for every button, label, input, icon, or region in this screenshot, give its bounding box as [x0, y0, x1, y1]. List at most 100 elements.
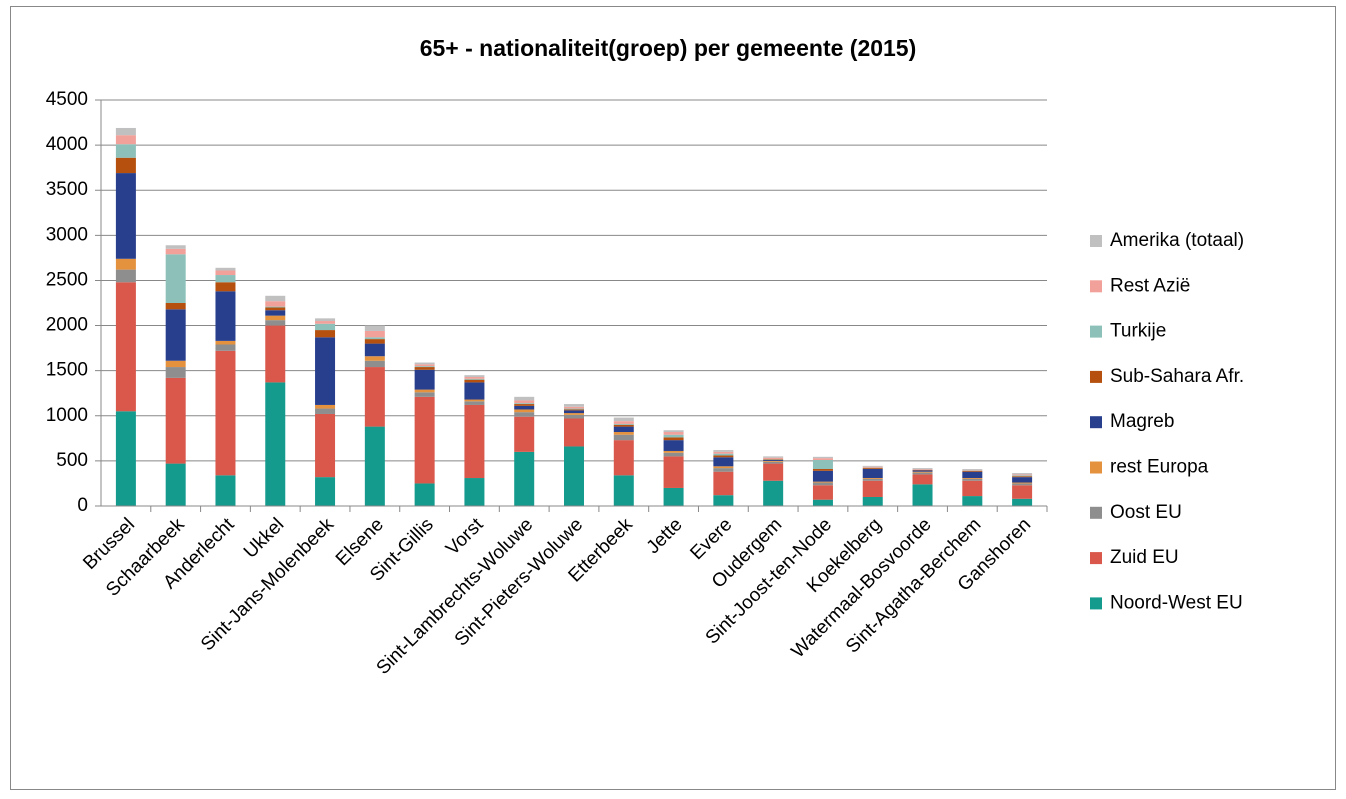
- bar-segment: [564, 407, 584, 409]
- chart-title: 65+ - nationaliteit(groep) per gemeente …: [420, 35, 917, 61]
- bar-segment: [664, 435, 684, 438]
- bar-segment: [713, 454, 733, 456]
- bar-segment: [116, 411, 136, 506]
- bar-segment: [664, 456, 684, 488]
- bar-segment: [464, 401, 484, 405]
- bar-segment: [365, 427, 385, 506]
- bar-segment: [664, 432, 684, 435]
- y-tick-label: 4500: [46, 89, 88, 110]
- bar-segment: [863, 481, 883, 497]
- bar-segment: [614, 418, 634, 422]
- bar-segment: [415, 367, 435, 370]
- bar-segment: [464, 380, 484, 383]
- bar-segment: [365, 356, 385, 361]
- bar-segment: [514, 400, 534, 403]
- bar-segment: [664, 451, 684, 453]
- legend-label: Turkije: [1110, 321, 1166, 342]
- bar-segment: [1012, 483, 1032, 484]
- bar-segment: [813, 483, 833, 486]
- bar-segment: [215, 345, 235, 351]
- bar-segment: [713, 495, 733, 506]
- bar-segment: [813, 500, 833, 506]
- bar-segment: [365, 339, 385, 344]
- bar-segment: [713, 468, 733, 472]
- bar-segment: [365, 367, 385, 427]
- bar-segment: [365, 344, 385, 357]
- bar-segment: [265, 316, 285, 321]
- bar-segment: [1012, 485, 1032, 499]
- bar-segment: [166, 361, 186, 367]
- bar-segment: [813, 485, 833, 499]
- bar-segment: [962, 481, 982, 496]
- bar-segment: [116, 135, 136, 144]
- bar-segment: [763, 460, 783, 461]
- bar-segment: [315, 321, 335, 324]
- bar-segment: [514, 417, 534, 452]
- legend-swatch: [1090, 280, 1102, 292]
- bar-segment: [913, 473, 933, 475]
- bar-segment: [166, 254, 186, 303]
- bar-segment: [215, 475, 235, 506]
- bar-segment: [415, 397, 435, 484]
- bar-segment: [863, 469, 883, 478]
- bar-segment: [962, 469, 982, 470]
- y-tick-label: 3500: [46, 179, 88, 200]
- bar-segment: [464, 478, 484, 506]
- bar-segment: [1012, 474, 1032, 475]
- bar-segment: [813, 460, 833, 469]
- bar-segment: [1012, 476, 1032, 477]
- bar-segment: [813, 482, 833, 483]
- bar-segment: [913, 472, 933, 473]
- bar-segment: [1012, 473, 1032, 474]
- bar-segment: [166, 249, 186, 254]
- bar-segment: [564, 418, 584, 446]
- bar-segment: [215, 275, 235, 282]
- bar-segment: [464, 400, 484, 402]
- bar-segment: [415, 364, 435, 366]
- legend-label: Amerika (totaal): [1110, 230, 1244, 251]
- bar-segment: [1012, 475, 1032, 476]
- bar-segment: [614, 421, 634, 424]
- bar-segment: [913, 474, 933, 484]
- bar-segment: [265, 301, 285, 306]
- bar-segment: [116, 173, 136, 259]
- y-tick-label: 2000: [46, 315, 88, 336]
- bar-segment: [564, 404, 584, 407]
- bar-segment: [315, 330, 335, 337]
- bar-segment: [365, 361, 385, 367]
- bar-segment: [713, 472, 733, 495]
- bar-segment: [614, 440, 634, 475]
- bar-segment: [514, 412, 534, 417]
- bar-segment: [962, 496, 982, 506]
- bar-segment: [365, 337, 385, 339]
- bar-segment: [763, 464, 783, 481]
- y-tick-label: 1500: [46, 360, 88, 381]
- legend-label: Magreb: [1110, 411, 1174, 432]
- bar-segment: [315, 337, 335, 405]
- bar-segment: [962, 471, 982, 472]
- bar-segment: [713, 466, 733, 468]
- bar-segment: [813, 471, 833, 482]
- y-tick-label: 3000: [46, 224, 88, 245]
- legend-swatch: [1090, 507, 1102, 519]
- bar-segment: [315, 477, 335, 506]
- bar-segment: [265, 326, 285, 383]
- bar-segment: [913, 484, 933, 506]
- legend-label: Rest Azië: [1110, 275, 1190, 296]
- bar-segment: [763, 461, 783, 462]
- bar-segment: [564, 409, 584, 410]
- bar-segment: [166, 464, 186, 506]
- legend-swatch: [1090, 552, 1102, 564]
- legend-label: Zuid EU: [1110, 547, 1179, 568]
- bar-segment: [514, 397, 534, 401]
- y-tick-label: 500: [56, 450, 88, 471]
- bar-segment: [415, 363, 435, 365]
- bar-segment: [1012, 477, 1032, 482]
- bar-segment: [1012, 483, 1032, 485]
- bar-segment: [464, 379, 484, 380]
- bar-segment: [315, 318, 335, 321]
- bar-segment: [514, 452, 534, 506]
- bar-segment: [514, 403, 534, 404]
- y-tick-label: 0: [77, 495, 88, 516]
- bar-segment: [116, 270, 136, 283]
